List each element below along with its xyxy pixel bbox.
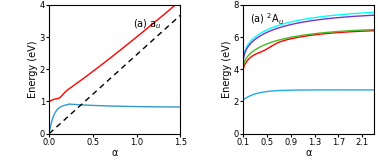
Text: (a) a$_u$: (a) a$_u$ — [133, 18, 162, 31]
X-axis label: α: α — [305, 148, 312, 158]
X-axis label: α: α — [112, 148, 118, 158]
Y-axis label: Energy (eV): Energy (eV) — [28, 41, 38, 98]
Text: (a) $^2$A$_u$: (a) $^2$A$_u$ — [250, 11, 284, 27]
Y-axis label: Energy (eV): Energy (eV) — [222, 41, 232, 98]
